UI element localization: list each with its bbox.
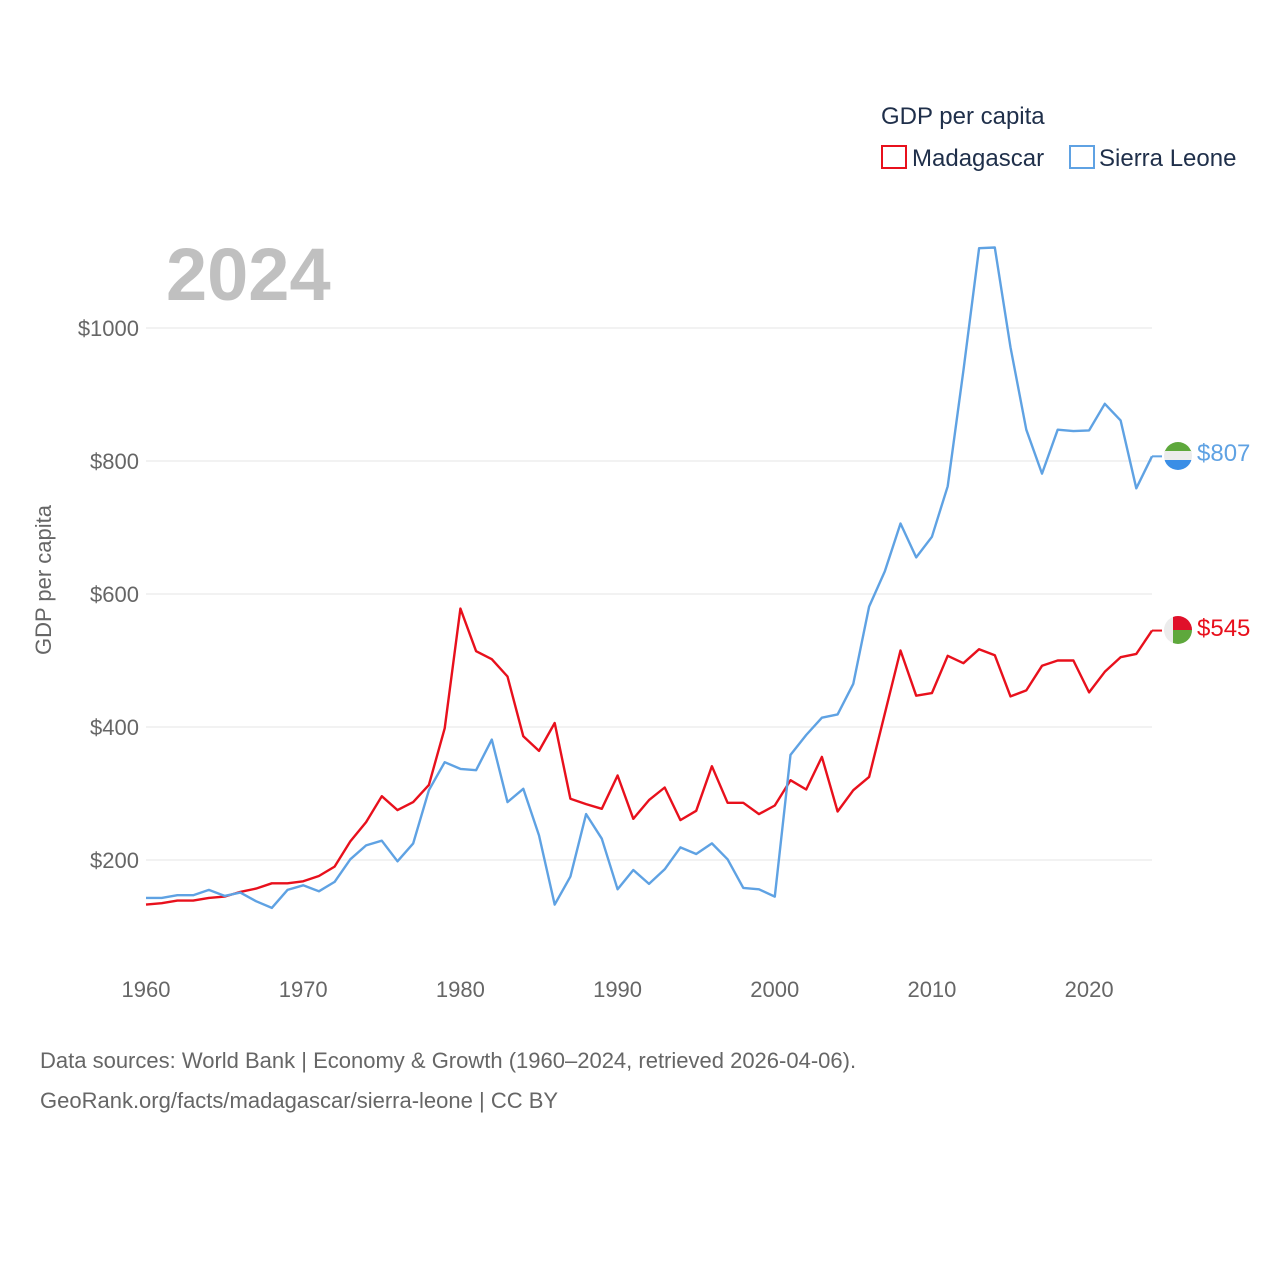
y-tick-label: $800 [90,449,139,474]
x-tick-label: 1960 [122,977,171,1002]
legend[interactable]: GDP per capita Madagascar Sierra Leone [881,103,1236,172]
year-watermark: 2024 [166,233,331,316]
y-tick-label: $600 [90,582,139,607]
x-tick-label: 2020 [1065,977,1114,1002]
y-tick-label: $200 [90,848,139,873]
legend-title: GDP per capita [881,103,1045,130]
x-tick-label: 1990 [593,977,642,1002]
x-axis-ticks: 1960 1970 1980 1990 2000 2010 2020 [122,977,1114,1002]
x-tick-label: 1980 [436,977,485,1002]
y-axis-ticks: $200 $400 $600 $800 $1000 [78,316,139,873]
legend-label-sierra-leone[interactable]: Sierra Leone [1099,145,1236,172]
end-marker-madagascar: $545 [1164,615,1250,644]
series-line-sierra-leone[interactable] [146,246,1154,910]
x-tick-label: 2010 [907,977,956,1002]
madagascar-flag-icon [1164,616,1192,644]
end-label-madagascar: $545 [1197,615,1250,642]
sierra-leone-flag-icon [1164,442,1192,470]
series-line-madagascar[interactable] [145,607,1153,906]
source-line-1: Data sources: World Bank | Economy & Gro… [40,1048,856,1073]
legend-swatch-sierra-leone [1069,145,1095,169]
source-line-2[interactable]: GeoRank.org/facts/madagascar/sierra-leon… [40,1088,558,1113]
series-lines [145,246,1162,910]
x-tick-label: 1970 [279,977,328,1002]
x-tick-label: 2000 [750,977,799,1002]
end-marker-sierra-leone: $807 [1164,440,1250,470]
y-axis-title: GDP per capita [31,504,56,655]
y-tick-label: $1000 [78,316,139,341]
legend-swatch-madagascar [881,145,907,169]
y-tick-label: $400 [90,715,139,740]
legend-label-madagascar[interactable]: Madagascar [912,145,1044,172]
end-label-sierra-leone: $807 [1197,440,1250,467]
grid [146,327,1152,861]
